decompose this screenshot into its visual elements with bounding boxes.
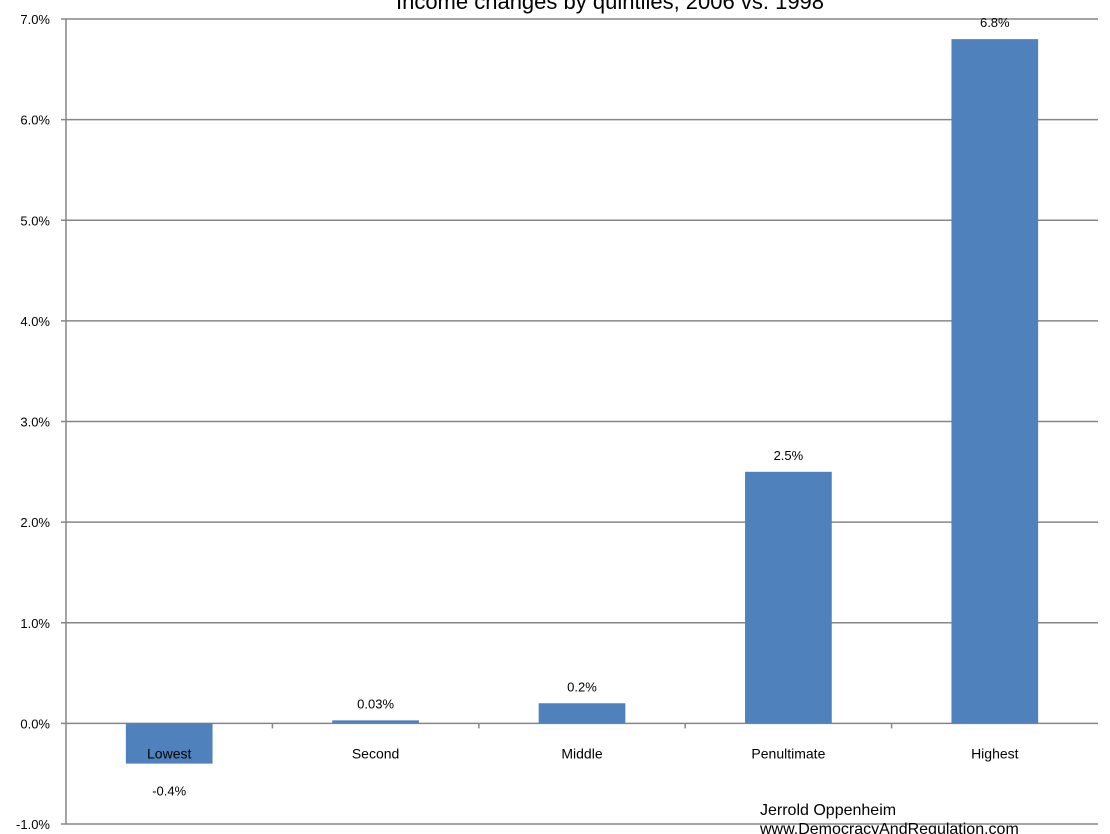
y-tick-label: 5.0% [20, 213, 50, 228]
y-tick-label: 0.0% [20, 716, 50, 731]
data-label: -0.4% [152, 784, 186, 799]
credit-name: Jerrold Oppenheim [760, 802, 896, 819]
bar-penultimate [745, 471, 832, 724]
category-label: Lowest [147, 745, 191, 761]
data-label: 2.5% [774, 448, 804, 463]
credit-url: www.DemocracyAndRegulation.com [759, 821, 1019, 834]
bar-middle [538, 703, 626, 724]
y-tick-label: 3.0% [20, 415, 50, 430]
y-tick-label: 4.0% [20, 314, 50, 329]
chart-title: Income changes by quintiles, 2006 vs. 19… [396, 0, 824, 14]
y-tick-label: -1.0% [16, 817, 50, 832]
bar-highest [951, 39, 1039, 724]
data-label: 0.2% [567, 679, 597, 694]
data-label: 0.03% [357, 696, 394, 711]
y-tick-label: 7.0% [20, 12, 50, 27]
y-tick-label: 2.0% [20, 515, 50, 530]
category-label: Second [352, 745, 399, 761]
category-label: Highest [971, 745, 1019, 761]
bar-lowest [125, 723, 213, 764]
category-label: Penultimate [751, 745, 825, 761]
data-label: 6.8% [980, 15, 1010, 30]
y-tick-label: 6.0% [20, 113, 50, 128]
bar-second [332, 720, 419, 724]
y-tick-label: 1.0% [20, 616, 50, 631]
category-label: Middle [561, 745, 602, 761]
